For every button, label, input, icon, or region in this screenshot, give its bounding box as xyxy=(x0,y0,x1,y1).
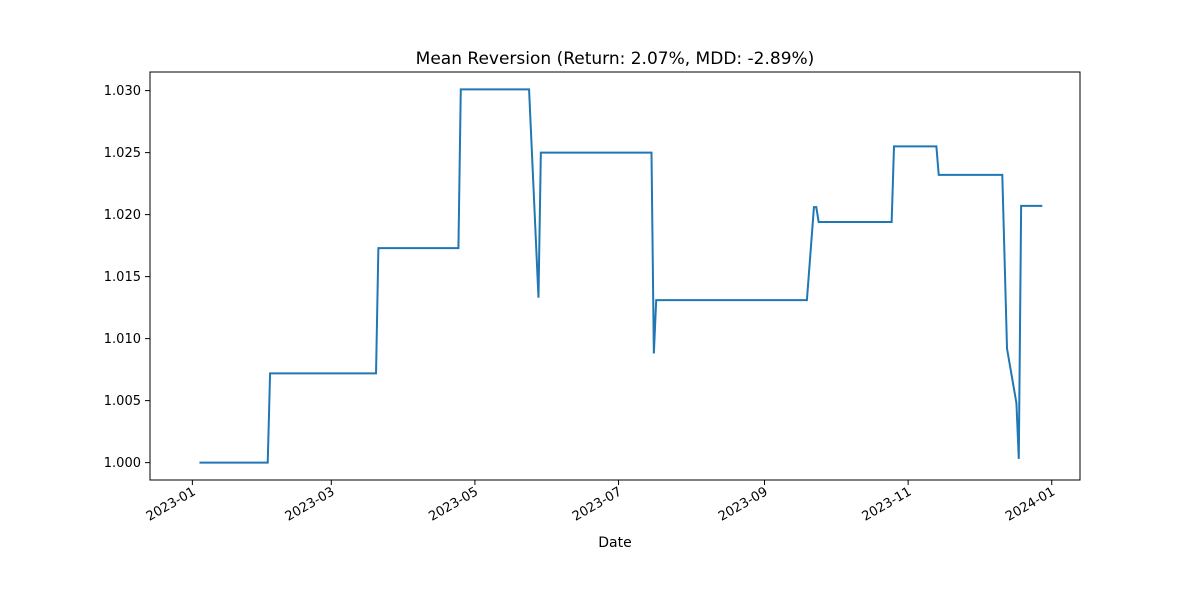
x-tick-label: 2023-09 xyxy=(716,484,771,524)
x-tick-label: 2023-11 xyxy=(860,484,915,524)
x-axis: 2023-01 2023-03 2023-05 2023-07 2023-09 2023-… xyxy=(144,480,1058,525)
x-tick-label: 2023-03 xyxy=(283,484,338,524)
x-tick-label: 2023-01 xyxy=(144,484,199,524)
series-line xyxy=(199,88,1043,464)
y-axis: 1.000 1.005 1.010 1.015 1.020 1.025 1.030 xyxy=(104,84,150,471)
x-tick-label: 2024-01 xyxy=(1003,484,1058,524)
plot-frame xyxy=(149,71,1081,481)
y-tick-label: 1.010 xyxy=(104,332,141,347)
x-axis-label: Date xyxy=(598,535,631,551)
y-tick-label: 1.020 xyxy=(104,208,141,223)
y-tick-label: 1.005 xyxy=(104,394,141,409)
y-tick-label: 1.000 xyxy=(104,456,141,471)
x-tick-label: 2023-07 xyxy=(570,484,625,524)
y-tick-label: 1.015 xyxy=(104,270,141,285)
x-tick-label: 2023-05 xyxy=(426,484,481,524)
plot-area xyxy=(150,72,1080,480)
chart-title: Mean Reversion (Return: 2.07%, MDD: -2.8… xyxy=(416,49,815,69)
y-tick-label: 1.025 xyxy=(104,146,141,161)
y-tick-label: 1.030 xyxy=(104,84,141,99)
